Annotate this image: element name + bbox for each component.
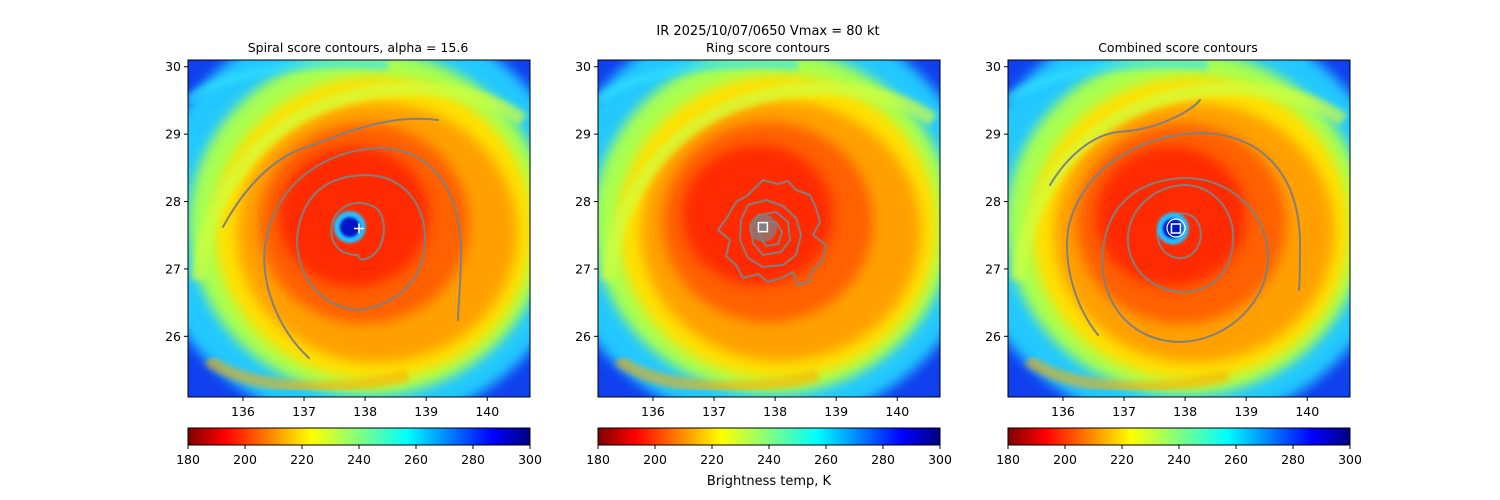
field-arm-south — [1024, 355, 1230, 393]
y-tick-label: 27 — [575, 261, 591, 276]
colorbar-tick-label: 200 — [233, 452, 257, 467]
y-tick-label: 26 — [165, 329, 181, 344]
x-tick-label: 139 — [824, 404, 848, 419]
x-axis: 136 137 138 139 140 — [231, 397, 499, 419]
colorbar-ticks: 180 200 220 240 260 280 300 — [996, 445, 1362, 467]
y-tick-label: 26 — [985, 329, 1001, 344]
x-tick-label: 138 — [1173, 404, 1197, 419]
field-arm-outer — [188, 60, 389, 105]
colorbar-tick-label: 180 — [586, 452, 610, 467]
colorbar-tick-label: 240 — [757, 452, 781, 467]
panel-title: Combined score contours — [1098, 40, 1258, 55]
x-tick-label: 137 — [1112, 404, 1136, 419]
colorbar — [597, 427, 941, 446]
y-tick-label: 29 — [165, 127, 181, 142]
center-square-marker — [1170, 223, 1182, 234]
combined-contours — [1049, 99, 1301, 343]
x-axis: 136 137 138 139 140 — [641, 397, 909, 419]
y-tick-label: 30 — [165, 59, 181, 74]
field-arm-outer — [598, 60, 799, 105]
x-tick-label: 139 — [414, 404, 438, 419]
colorbar-ticks: 180 200 220 240 260 280 300 — [176, 445, 542, 467]
colorbar-tick-label: 260 — [1224, 452, 1248, 467]
y-tick-label: 28 — [575, 194, 591, 209]
x-tick-label: 137 — [292, 404, 316, 419]
colorbar-label: Brightness temp, K — [707, 474, 832, 489]
x-tick-label: 138 — [353, 404, 377, 419]
colorbar — [187, 427, 531, 446]
eye-core — [339, 217, 360, 238]
colorbar-tick-label: 280 — [871, 452, 895, 467]
ring-contours — [717, 179, 827, 286]
colorbar-tick-label: 220 — [290, 452, 314, 467]
colorbar-tick-label: 200 — [643, 452, 667, 467]
colorbar-tick-label: 240 — [347, 452, 371, 467]
colorbar-tick-label: 300 — [518, 452, 542, 467]
y-tick-label: 26 — [575, 329, 591, 344]
spiral-contours — [222, 117, 463, 359]
y-tick-label: 30 — [575, 59, 591, 74]
x-tick-label: 136 — [1051, 404, 1075, 419]
field-arm-north — [1011, 82, 1348, 281]
x-axis: 136 137 138 139 140 — [1051, 397, 1319, 419]
eye — [1156, 212, 1189, 245]
x-tick-label: 139 — [1234, 404, 1258, 419]
y-axis: 26 27 28 29 30 — [575, 59, 598, 344]
panel-combined: Combined score contours 136 137 138 139 140 … — [985, 40, 1362, 467]
heatmap-area — [598, 60, 940, 397]
x-tick-label: 138 — [763, 404, 787, 419]
panel-title: Spiral score contours, alpha = 15.6 — [248, 40, 469, 55]
field-arm-north — [191, 82, 528, 281]
eye-ring — [1166, 218, 1186, 238]
axes-frame — [1007, 59, 1351, 398]
colorbar-tick-label: 260 — [814, 452, 838, 467]
colorbar — [1007, 427, 1351, 446]
y-tick-label: 27 — [985, 261, 1001, 276]
center-plus-marker — [354, 223, 364, 234]
colorbar-tick-label: 280 — [1281, 452, 1305, 467]
colorbar-ticks: 180 200 220 240 260 280 300 — [586, 445, 952, 467]
x-tick-label: 140 — [475, 404, 499, 419]
y-tick-label: 28 — [165, 194, 181, 209]
y-tick-label: 29 — [985, 127, 1001, 142]
colorbar-tick-label: 180 — [996, 452, 1020, 467]
colorbar-tick-label: 220 — [700, 452, 724, 467]
y-tick-label: 30 — [985, 59, 1001, 74]
panel-spiral: Spiral score contours, alpha = 15.6 136 1… — [165, 40, 542, 467]
x-tick-label: 136 — [231, 404, 255, 419]
x-tick-label: 137 — [702, 404, 726, 419]
panel-title: Ring score contours — [706, 40, 830, 55]
colorbar-tick-label: 180 — [176, 452, 200, 467]
center-square-marker — [757, 221, 769, 233]
colorbar-tick-label: 260 — [404, 452, 428, 467]
eye — [333, 211, 366, 244]
colorbar-tick-label: 200 — [1053, 452, 1077, 467]
colorbar-tick-label: 300 — [928, 452, 952, 467]
axes-frame — [597, 59, 941, 398]
y-tick-label: 29 — [575, 127, 591, 142]
y-tick-label: 28 — [985, 194, 1001, 209]
y-axis: 26 27 28 29 30 — [985, 59, 1008, 344]
field-arm-north — [601, 82, 938, 281]
panel-ring: Ring score contours 136 137 138 139 140 26 27… — [575, 40, 952, 467]
figure-suptitle: IR 2025/10/07/0650 Vmax = 80 kt — [656, 24, 879, 39]
colorbar-tick-label: 280 — [461, 452, 485, 467]
colorbar-tick-label: 300 — [1338, 452, 1362, 467]
axes-frame — [187, 59, 531, 398]
y-tick-label: 27 — [165, 261, 181, 276]
x-tick-label: 140 — [885, 404, 909, 419]
colorbar-tick-label: 240 — [1167, 452, 1191, 467]
colorbar-tick-label: 220 — [1110, 452, 1134, 467]
field-arm-south — [204, 355, 410, 393]
heatmap-area — [1008, 60, 1350, 397]
field-arm-outer — [1008, 60, 1209, 105]
field-arm-south — [614, 355, 820, 393]
x-tick-label: 140 — [1295, 404, 1319, 419]
heatmap-area — [188, 60, 530, 397]
y-axis: 26 27 28 29 30 — [165, 59, 188, 344]
x-tick-label: 136 — [641, 404, 665, 419]
